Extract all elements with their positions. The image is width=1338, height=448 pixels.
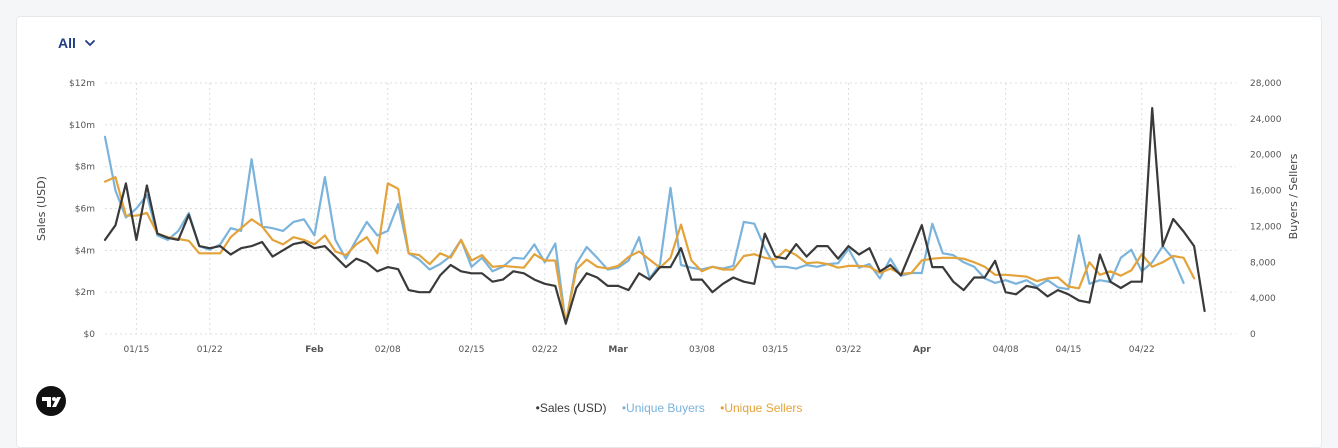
y-left-tick-label: $8m <box>75 163 95 173</box>
y-right-tick-label: 12,000 <box>1250 222 1282 232</box>
legend-unique-buyers[interactable]: •Unique Buyers <box>621 401 705 415</box>
y-left-tick-label: $4m <box>75 246 95 256</box>
y-right-tick-label: 16,000 <box>1250 187 1282 197</box>
y-right-axis-title: Buyers / Sellers <box>1287 153 1300 239</box>
y-right-tick-label: 8,000 <box>1250 258 1276 268</box>
x-tick-label: Apr <box>913 345 931 355</box>
x-tick-label: 02/22 <box>532 345 558 355</box>
chart-legend: •Sales (USD) •Unique Buyers •Unique Sell… <box>17 401 1321 415</box>
x-tick-label: Mar <box>608 345 628 355</box>
y-left-tick-label: $10m <box>69 121 95 131</box>
y-left-tick-label: $6m <box>75 205 95 215</box>
x-tick-label: Feb <box>305 345 324 355</box>
chevron-down-icon <box>84 40 95 47</box>
sales-chart: $0 $2m $4m $6m $8m $10m $12m 0 4,000 8,000 12,000 1… <box>35 79 1300 355</box>
y-left-tick-label: $12m <box>69 79 95 89</box>
y-left-axis-title: Sales (USD) <box>35 176 48 241</box>
series-line-unique-sellers <box>103 176 1196 325</box>
series-line-sales-usd <box>103 106 1206 325</box>
y-right-tick-label: 4,000 <box>1250 294 1276 304</box>
y-right-tick-label: 0 <box>1250 330 1256 340</box>
y-left-tick-label: $2m <box>75 288 95 298</box>
y-left-tick-label: $0 <box>84 330 96 340</box>
filter-dropdown[interactable]: All <box>58 35 96 51</box>
x-tick-label: 02/08 <box>375 345 401 355</box>
chart-card: All $0 $2m $4m $6m $8m $10m $12m 0 4,000 8,000 12,… <box>16 16 1322 448</box>
legend-unique-sellers[interactable]: •Unique Sellers <box>720 401 803 415</box>
filter-dropdown-label: All <box>58 35 76 51</box>
x-tick-label: 03/08 <box>689 345 715 355</box>
x-tick-label: 04/22 <box>1129 345 1155 355</box>
x-tick-label: 01/15 <box>123 345 149 355</box>
series-line-unique-buyers <box>103 135 1185 326</box>
x-tick-label: 01/22 <box>197 345 223 355</box>
y-right-tick-label: 20,000 <box>1250 151 1282 161</box>
y-right-tick-label: 24,000 <box>1250 115 1282 125</box>
x-tick-label: 04/15 <box>1055 345 1081 355</box>
tradingview-logo-icon <box>36 386 66 416</box>
x-tick-label: 03/22 <box>836 345 862 355</box>
x-tick-label: 04/08 <box>993 345 1019 355</box>
y-right-tick-label: 28,000 <box>1250 79 1282 89</box>
legend-sales[interactable]: •Sales (USD) <box>535 401 607 415</box>
x-tick-label: 02/15 <box>459 345 485 355</box>
x-tick-label: 03/15 <box>762 345 788 355</box>
